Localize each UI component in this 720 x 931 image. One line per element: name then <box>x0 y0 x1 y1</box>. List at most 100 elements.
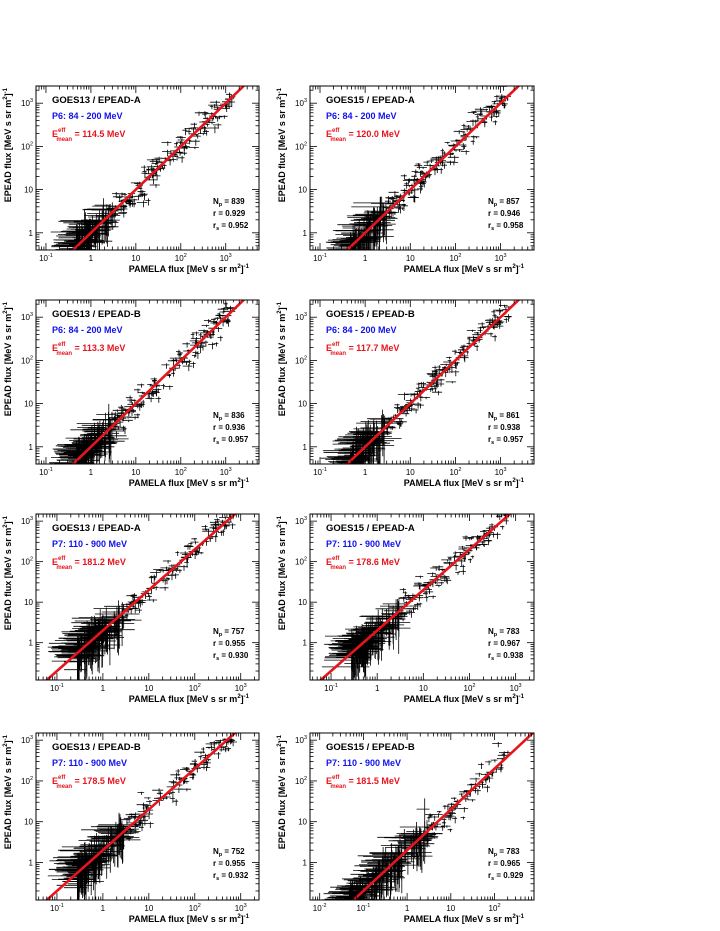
data-point <box>214 518 220 523</box>
data-point <box>144 821 154 828</box>
stat-r: r = 0.955 <box>213 859 246 868</box>
data-point <box>414 582 422 586</box>
data-point <box>339 234 359 250</box>
x-tick-label: 10-1 <box>39 467 53 477</box>
data-point <box>351 247 353 250</box>
data-point <box>166 577 170 581</box>
data-point <box>184 560 189 568</box>
stat-rs: rs = 0.932 <box>213 871 249 882</box>
data-point <box>136 200 148 208</box>
data-point <box>348 876 368 900</box>
data-point <box>77 849 102 881</box>
data-point <box>191 538 197 541</box>
stat-np: Np = 752 <box>213 847 245 858</box>
data-point <box>60 858 96 898</box>
x-tick-label: 10-2 <box>313 903 327 913</box>
data-point <box>493 325 504 329</box>
data-point <box>190 332 195 340</box>
data-point <box>175 155 179 161</box>
data-point <box>134 824 140 827</box>
axis-ticks <box>35 300 259 465</box>
data-point <box>151 174 161 180</box>
emean-label: Eeff mean = 113.3 MeV <box>52 342 125 357</box>
data-point <box>431 813 443 818</box>
x-tick-label: 10-1 <box>313 467 327 477</box>
panel-title: GOES13 / EPEAD-A <box>52 95 141 106</box>
x-tick-label: 1 <box>375 684 380 693</box>
data-point <box>474 108 486 117</box>
plot-frame <box>309 732 535 901</box>
data-point <box>231 728 235 731</box>
data-point <box>419 184 424 191</box>
x-tick-label: 1 <box>363 468 368 477</box>
y-tick-label: 10 <box>24 818 33 827</box>
data-point <box>433 384 439 389</box>
axis-ticks <box>309 733 535 900</box>
y-tick-label: 1 <box>303 858 308 867</box>
data-point <box>188 542 193 546</box>
data-point <box>448 557 452 561</box>
y-axis-label: EPEAD flux [MeV s sr m2]-1 <box>3 515 13 630</box>
data-point <box>189 776 195 780</box>
data-point <box>220 746 226 750</box>
emean-label: Eeff mean = 178.6 MeV <box>326 556 400 571</box>
data-point <box>405 407 416 412</box>
data-point <box>127 398 135 404</box>
data-point <box>77 249 79 250</box>
data-point <box>220 529 225 536</box>
data-point <box>428 834 435 840</box>
y-tick-label: 10 <box>298 186 307 195</box>
data-points <box>47 728 237 900</box>
x-tick-label: 1 <box>101 904 106 913</box>
data-point <box>221 307 226 312</box>
data-point <box>52 465 93 471</box>
data-point <box>174 142 178 147</box>
data-point <box>167 374 171 378</box>
data-point <box>435 584 442 588</box>
data-point <box>354 214 391 244</box>
stat-rs: rs = 0.930 <box>213 651 249 662</box>
x-axis-label: PAMELA flux [MeV s sr m2]-1 <box>129 264 250 274</box>
data-point <box>430 159 440 162</box>
y-axis-label: EPEAD flux [MeV s sr m2]-1 <box>3 734 13 849</box>
data-point <box>94 198 109 223</box>
data-point <box>455 551 464 554</box>
data-point <box>458 807 469 813</box>
y-tick-label: 1 <box>303 443 308 452</box>
data-point <box>474 344 479 351</box>
fit-line <box>318 514 512 680</box>
stat-rs: rs = 0.929 <box>488 871 524 882</box>
data-point <box>419 180 427 185</box>
data-point <box>137 190 144 195</box>
data-point <box>329 250 366 270</box>
data-point <box>503 314 512 322</box>
data-point <box>201 524 208 531</box>
data-point <box>493 115 499 118</box>
data-point <box>367 869 382 884</box>
data-point <box>112 431 120 439</box>
data-point <box>189 139 200 146</box>
emean-label: Eeff mean = 178.5 MeV <box>52 775 126 790</box>
y-tick-label: 10 <box>24 400 33 409</box>
data-point <box>458 793 464 797</box>
data-point <box>171 359 180 363</box>
data-point <box>160 566 171 572</box>
data-point <box>145 396 155 403</box>
data-point <box>363 847 395 881</box>
data-point <box>399 588 407 593</box>
data-point <box>470 135 476 140</box>
data-point <box>179 551 189 558</box>
data-point <box>453 130 463 135</box>
data-point <box>202 529 212 537</box>
x-tick-label: 10-1 <box>39 253 53 263</box>
y-tick-label: 10 <box>24 598 33 607</box>
data-point <box>53 232 99 250</box>
data-point <box>167 158 172 166</box>
data-point <box>491 310 496 316</box>
data-point <box>480 530 487 536</box>
emean-label: Eeff mean = 181.2 MeV <box>52 556 126 571</box>
y-tick-label: 103 <box>295 98 307 108</box>
data-point <box>423 163 434 170</box>
